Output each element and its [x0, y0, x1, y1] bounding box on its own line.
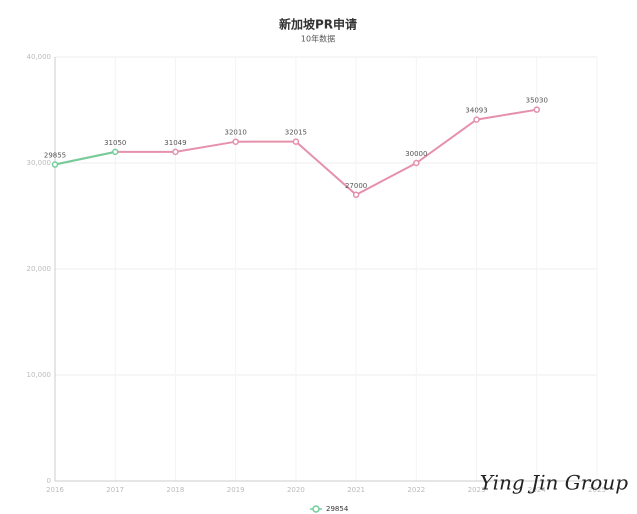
point — [352, 191, 360, 199]
data-label: 29855 — [44, 152, 66, 160]
y-tick-label: 30,000 — [27, 159, 52, 167]
data-label: 31049 — [164, 139, 186, 147]
legend-marker — [312, 505, 320, 513]
x-tick-label: 2018 — [167, 486, 185, 494]
point — [111, 148, 119, 156]
point — [51, 161, 59, 168]
legend-label: 29854 — [326, 505, 349, 513]
point — [473, 116, 480, 123]
series-line-start — [54, 150, 116, 166]
watermark: Ying Jin Group — [480, 471, 628, 495]
data-label: 30000 — [405, 150, 427, 158]
x-tick-label: 2017 — [106, 486, 124, 494]
point — [172, 148, 179, 156]
chart-subtitle: 10年数据 — [301, 34, 335, 44]
point — [413, 159, 420, 167]
x-tick-label: 2023 — [468, 486, 486, 494]
data-label: 31050 — [104, 139, 126, 147]
point — [292, 138, 300, 145]
y-tick-label: 10,000 — [27, 371, 52, 379]
x-tick-label: 2024 — [528, 486, 546, 494]
y-tick-label: 20,000 — [27, 265, 52, 273]
y-tick-label: 0 — [47, 477, 51, 485]
x-tick-label: 2020 — [287, 486, 305, 494]
data-label: 34093 — [465, 107, 487, 115]
x-tick-label: 2016 — [46, 486, 64, 494]
point — [232, 138, 239, 145]
data-label: 32010 — [225, 129, 247, 137]
x-tick-label: 2021 — [347, 486, 365, 494]
point — [533, 106, 541, 113]
data-label: 35030 — [526, 97, 548, 105]
x-tick-label: 2022 — [407, 486, 425, 494]
x-tick-label: 2025 — [588, 486, 606, 494]
data-label: 32015 — [285, 129, 307, 137]
data-label: 27000 — [345, 182, 367, 190]
x-tick-label: 2019 — [227, 486, 245, 494]
y-tick-label: 40,000 — [27, 53, 52, 61]
chart-title: 新加坡PR申请 — [279, 17, 357, 32]
